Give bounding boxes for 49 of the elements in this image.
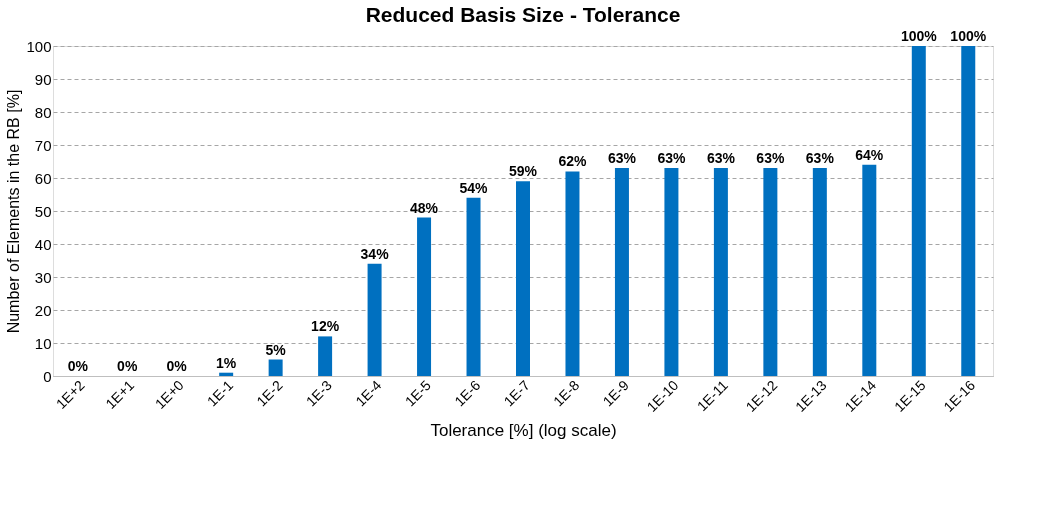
data-label: 63% <box>706 150 736 167</box>
y-tick-label: 70 <box>34 136 52 154</box>
y-tick-label: 0 <box>43 367 52 385</box>
y-tick-label: 100 <box>26 37 52 55</box>
bar <box>713 168 728 376</box>
bar <box>417 217 432 376</box>
y-axis-title: Number of Elements in the RB [%] <box>5 89 23 334</box>
bar <box>614 168 629 376</box>
data-label: 5% <box>265 341 287 358</box>
data-label: 63% <box>805 150 835 167</box>
data-label: 34% <box>360 245 390 262</box>
bar <box>565 171 580 376</box>
bar <box>763 168 778 376</box>
y-tick-label: 90 <box>34 70 52 88</box>
y-tick-label: 30 <box>34 268 52 286</box>
y-tick-label: 20 <box>34 301 52 319</box>
bar <box>268 359 283 376</box>
data-label: 0% <box>117 358 138 374</box>
y-tick-label: 50 <box>34 202 52 220</box>
bar <box>961 46 976 376</box>
data-label: 63% <box>607 150 637 167</box>
data-label: 48% <box>410 199 439 216</box>
data-label: 0% <box>67 358 89 374</box>
data-label: 0% <box>166 358 188 374</box>
data-label: 59% <box>508 163 538 180</box>
y-tick-label: 60 <box>34 169 52 187</box>
data-label: 62% <box>558 153 588 170</box>
data-label: 100% <box>900 28 938 44</box>
data-label: 100% <box>950 28 987 44</box>
data-label: 63% <box>657 150 686 167</box>
data-label: 12% <box>311 318 340 335</box>
chart-title: Reduced Basis Size - Tolerance <box>365 3 681 26</box>
y-tick-label: 10 <box>34 334 52 352</box>
data-label: 54% <box>459 179 489 196</box>
bar <box>812 168 827 376</box>
data-label: 63% <box>756 150 785 167</box>
bar <box>911 46 926 376</box>
bar <box>664 168 679 376</box>
x-axis-title: Tolerance [%] (log scale) <box>430 420 617 440</box>
y-tick-label: 40 <box>34 235 52 253</box>
bar <box>318 336 333 376</box>
data-label: 1% <box>216 354 237 371</box>
bar <box>367 263 382 376</box>
y-tick-label: 80 <box>34 103 52 121</box>
bar <box>516 181 530 376</box>
data-label: 64% <box>855 146 884 163</box>
bar <box>862 164 877 376</box>
bar <box>466 197 481 376</box>
bar <box>219 372 234 376</box>
